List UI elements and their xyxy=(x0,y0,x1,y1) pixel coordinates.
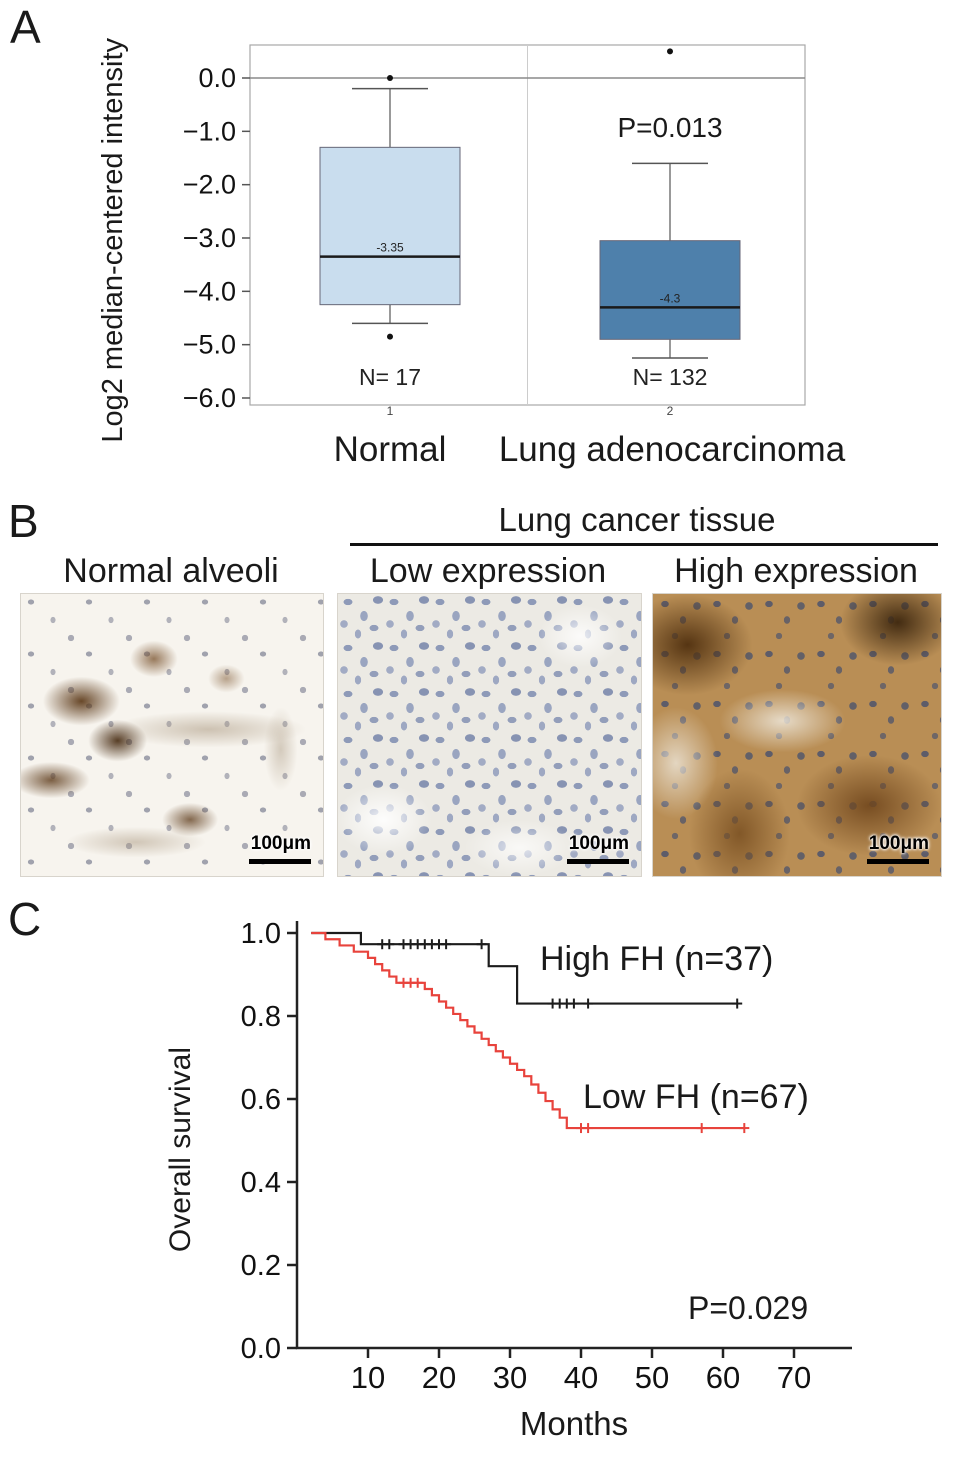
lung-cancer-tissue-header: Lung cancer tissue xyxy=(498,501,776,538)
survival-axis-label: Overall survival xyxy=(164,1047,197,1253)
svg-text:0.8: 0.8 xyxy=(241,1001,281,1033)
svg-text:20: 20 xyxy=(422,1360,456,1390)
svg-text:50: 50 xyxy=(635,1360,669,1390)
panel-c-label: C xyxy=(8,893,42,945)
svg-text:−4.0: −4.0 xyxy=(183,276,236,306)
column-title-high-expression: High expression xyxy=(674,552,918,590)
svg-text:1.0: 1.0 xyxy=(241,918,281,950)
panel-c-ylabel-wrap: Overall survival xyxy=(162,965,200,1335)
category-label-adenocarcinoma: Lung adenocarcinoma xyxy=(498,430,846,469)
scale-label: 100μm xyxy=(868,833,929,854)
svg-text:30: 30 xyxy=(493,1360,527,1390)
category-label-normal: Normal xyxy=(333,430,447,469)
scale-label: 100μm xyxy=(568,833,629,854)
scale-bar xyxy=(249,859,311,864)
svg-text:−2.0: −2.0 xyxy=(183,170,236,200)
svg-text:40: 40 xyxy=(564,1360,598,1390)
ihc-image-low-expression: 100μm xyxy=(337,593,642,877)
svg-text:0.2: 0.2 xyxy=(241,1250,281,1282)
svg-text:10: 10 xyxy=(351,1360,385,1390)
svg-text:−3.0: −3.0 xyxy=(183,223,236,253)
scale-bar xyxy=(867,859,929,864)
svg-text:0.6: 0.6 xyxy=(241,1084,281,1116)
svg-text:−6.0: −6.0 xyxy=(183,383,236,413)
column-title-normal-alveoli: Normal alveoli xyxy=(63,552,279,590)
ihc-image-normal-alveoli: 100μm xyxy=(20,593,324,877)
svg-text:-3.35: -3.35 xyxy=(376,241,404,255)
column-title-low-expression: Low expression xyxy=(369,552,607,590)
ihc-image-high-expression: 100μm xyxy=(652,593,942,877)
svg-text:1: 1 xyxy=(387,404,394,418)
svg-text:-4.3: -4.3 xyxy=(660,291,681,305)
survival-chart: 0.0 0.2 0.4 0.6 0.8 1.0 10 20 30 40 50 60 70 xyxy=(241,918,852,1390)
svg-text:60: 60 xyxy=(706,1360,740,1390)
months-axis-label: Months xyxy=(519,1405,629,1442)
svg-text:N= 17: N= 17 xyxy=(359,364,421,390)
pvalue-panel-c: P=0.029 xyxy=(688,1290,809,1326)
pvalue-panel-a: P=0.013 xyxy=(617,112,723,143)
scale-bar xyxy=(567,859,629,864)
high-fh-series-label: High FH (n=37) xyxy=(540,940,774,978)
panel-b-label: B xyxy=(8,495,39,547)
header-underline xyxy=(350,543,938,546)
svg-text:2: 2 xyxy=(667,404,674,418)
panel-a-label: A xyxy=(10,1,41,53)
svg-text:−1.0: −1.0 xyxy=(183,116,236,146)
svg-text:0.4: 0.4 xyxy=(241,1167,281,1199)
svg-text:0.0: 0.0 xyxy=(198,63,236,93)
boxplot-chart: 0.0 −1.0 −2.0 −3.0 −4.0 −5.0 −6.0 -3.35 N= 17 1 -4… xyxy=(183,44,806,418)
svg-text:−5.0: −5.0 xyxy=(183,330,236,360)
scale-label: 100μm xyxy=(250,833,311,854)
svg-text:0.0: 0.0 xyxy=(241,1333,281,1365)
svg-text:N= 132: N= 132 xyxy=(633,364,708,390)
panel-a-ylabel-wrap: Log2 median-centered intensity xyxy=(95,10,131,470)
svg-text:70: 70 xyxy=(777,1360,811,1390)
intensity-axis-label: Log2 median-centered intensity xyxy=(96,37,129,443)
low-fh-series-label: Low FH (n=67) xyxy=(583,1078,809,1116)
